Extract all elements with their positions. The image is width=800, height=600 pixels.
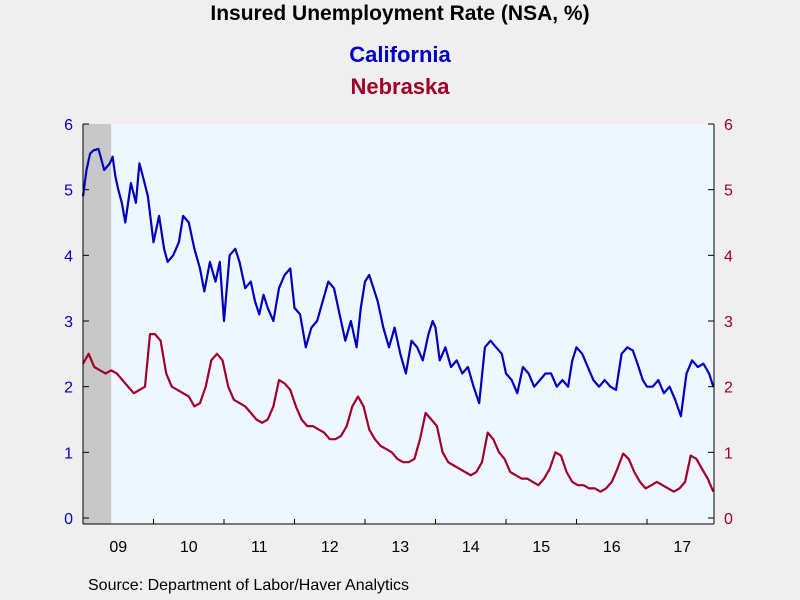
y-tick-label-left: 1 (64, 445, 73, 462)
x-tick-label: 12 (321, 539, 339, 556)
x-tick-label: 17 (673, 539, 691, 556)
x-tick-label: 10 (180, 539, 198, 556)
y-tick-label-right: 4 (724, 248, 733, 265)
x-tick-label: 14 (462, 539, 480, 556)
source-note: Source: Department of Labor/Haver Analyt… (88, 577, 410, 594)
y-tick-label-right: 2 (724, 380, 733, 397)
x-tick-label: 13 (391, 539, 409, 556)
y-tick-label-left: 2 (64, 380, 73, 397)
recession-shading (83, 124, 112, 524)
x-tick-label: 11 (251, 539, 268, 556)
series-line-california (81, 147, 715, 418)
x-tick-label: 15 (532, 539, 550, 556)
y-tick-label-left: 4 (64, 248, 73, 265)
y-tick-label-right: 6 (724, 117, 733, 134)
y-tick-label-right: 5 (724, 183, 733, 200)
y-tick-label-left: 0 (64, 511, 73, 528)
y-tick-label-left: 3 (64, 314, 73, 331)
y-tick-label-right: 1 (724, 445, 733, 462)
y-tick-label-left: 6 (64, 117, 73, 134)
x-tick-label: 09 (109, 539, 127, 556)
y-tick-label-left: 5 (64, 183, 73, 200)
legend-nebraska: Nebraska (350, 74, 450, 99)
y-tick-label-right: 0 (724, 511, 733, 528)
plot-area (83, 124, 714, 524)
chart-title: Insured Unemployment Rate (NSA, %) (210, 2, 590, 25)
legend-california: California (349, 42, 451, 67)
x-tick-label: 16 (603, 539, 621, 556)
y-tick-label-right: 3 (724, 314, 733, 331)
series-line-nebraska (82, 333, 715, 493)
